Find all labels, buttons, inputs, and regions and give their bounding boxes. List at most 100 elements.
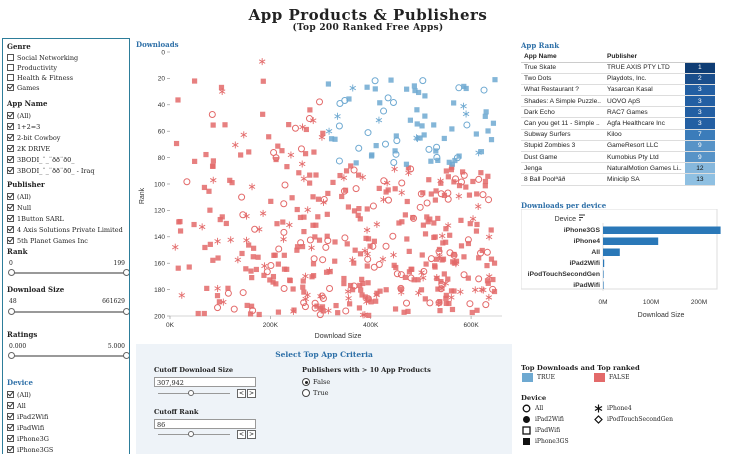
data-point[interactable]	[478, 149, 485, 155]
data-point[interactable]	[445, 174, 451, 180]
data-point[interactable]	[207, 207, 213, 213]
device-option[interactable]: iPad2Wifi	[7, 412, 48, 421]
radio-button[interactable]	[302, 378, 310, 386]
data-point[interactable]	[332, 258, 338, 264]
table-row[interactable]: True Skate TRUE AXIS PTY LTD 1	[521, 62, 715, 74]
genre-option[interactable]: Social Networking	[7, 53, 78, 62]
data-point[interactable]	[319, 304, 326, 310]
data-point[interactable]	[357, 216, 363, 222]
data-point[interactable]	[396, 220, 402, 226]
data-point[interactable]	[474, 221, 480, 228]
data-point[interactable]	[457, 178, 465, 186]
data-point[interactable]	[342, 187, 349, 193]
data-point[interactable]	[435, 300, 442, 308]
data-point[interactable]	[485, 272, 493, 280]
data-point[interactable]	[422, 93, 428, 99]
data-point[interactable]	[372, 86, 378, 92]
data-point[interactable]	[349, 287, 356, 293]
data-point[interactable]	[417, 135, 423, 141]
data-point[interactable]	[332, 239, 338, 245]
data-point[interactable]	[243, 212, 250, 220]
data-point[interactable]	[465, 275, 471, 281]
data-point[interactable]	[491, 288, 498, 295]
data-point[interactable]	[444, 195, 452, 203]
data-point[interactable]	[206, 188, 212, 194]
data-point[interactable]	[266, 134, 272, 140]
data-point[interactable]	[342, 307, 350, 315]
data-point[interactable]	[441, 271, 447, 277]
data-point[interactable]	[286, 122, 292, 128]
data-point[interactable]	[475, 175, 483, 183]
data-point[interactable]	[202, 244, 208, 251]
data-point[interactable]	[267, 277, 273, 283]
table-row[interactable]: Subway Surfers Kiloo 7	[521, 129, 715, 141]
data-point[interactable]	[443, 168, 449, 174]
data-point[interactable]	[456, 153, 462, 159]
data-point[interactable]	[201, 184, 208, 191]
data-point[interactable]	[457, 288, 464, 296]
data-point[interactable]	[379, 255, 387, 263]
data-point[interactable]	[315, 196, 322, 202]
data-point[interactable]	[368, 153, 375, 159]
publisher-option[interactable]: 4 Axis Solutions Private Limited	[7, 225, 123, 234]
table-row[interactable]: Shades: A Simple Puzzle.. UOVO ApS 3	[521, 95, 715, 108]
data-point[interactable]	[275, 143, 281, 149]
data-point[interactable]	[417, 190, 425, 198]
data-point[interactable]	[369, 202, 377, 210]
data-point[interactable]	[473, 131, 479, 137]
data-point[interactable]	[421, 132, 427, 138]
data-point[interactable]	[230, 305, 238, 313]
data-point[interactable]	[175, 265, 181, 271]
data-point[interactable]	[275, 261, 281, 267]
data-point[interactable]	[320, 130, 326, 136]
data-point[interactable]	[418, 269, 425, 277]
data-point[interactable]	[485, 196, 493, 204]
data-point[interactable]	[391, 262, 397, 268]
publisher-option[interactable]: 5th Planet Games Inc	[7, 236, 88, 245]
data-point[interactable]	[310, 273, 317, 279]
checkbox[interactable]	[7, 74, 14, 81]
legend-device-all[interactable]: All	[522, 404, 543, 413]
data-point[interactable]	[255, 254, 261, 260]
data-point[interactable]	[420, 267, 428, 275]
data-point[interactable]	[300, 299, 308, 307]
data-point[interactable]	[303, 126, 309, 133]
data-point[interactable]	[339, 193, 345, 200]
data-point[interactable]	[447, 232, 453, 238]
data-point[interactable]	[403, 161, 410, 167]
data-point[interactable]	[451, 251, 457, 258]
data-point[interactable]	[390, 158, 398, 166]
genre-option[interactable]: Health & Fitness	[7, 73, 73, 82]
data-point[interactable]	[248, 303, 255, 309]
data-point[interactable]	[316, 98, 324, 106]
data-point[interactable]	[310, 261, 317, 267]
data-point[interactable]	[455, 192, 463, 200]
data-point[interactable]	[326, 285, 334, 293]
data-point[interactable]	[351, 208, 358, 214]
checkbox[interactable]	[7, 204, 14, 211]
data-point[interactable]	[214, 284, 221, 292]
data-point[interactable]	[348, 163, 354, 169]
data-point[interactable]	[419, 123, 425, 129]
data-point[interactable]	[482, 178, 489, 185]
data-point[interactable]	[173, 140, 180, 147]
column-header-app-name[interactable]: App Name	[521, 51, 604, 63]
data-point[interactable]	[223, 220, 229, 227]
data-point[interactable]	[452, 175, 460, 183]
data-point[interactable]	[270, 148, 278, 156]
data-point[interactable]	[453, 258, 460, 264]
data-point[interactable]	[397, 284, 405, 292]
table-row[interactable]: Dust Game Kumobius Pty Ltd 9	[521, 151, 715, 164]
data-point[interactable]	[214, 304, 222, 312]
data-point[interactable]	[398, 179, 406, 187]
data-point[interactable]	[371, 77, 379, 85]
data-point[interactable]	[326, 267, 333, 275]
data-point[interactable]	[246, 242, 252, 248]
sort-icon[interactable]	[579, 214, 585, 221]
data-point[interactable]	[247, 311, 254, 317]
data-point[interactable]	[249, 275, 255, 281]
checkbox[interactable]	[7, 237, 14, 244]
checkbox[interactable]	[7, 391, 14, 398]
data-point[interactable]	[300, 284, 306, 290]
data-point[interactable]	[320, 308, 326, 314]
